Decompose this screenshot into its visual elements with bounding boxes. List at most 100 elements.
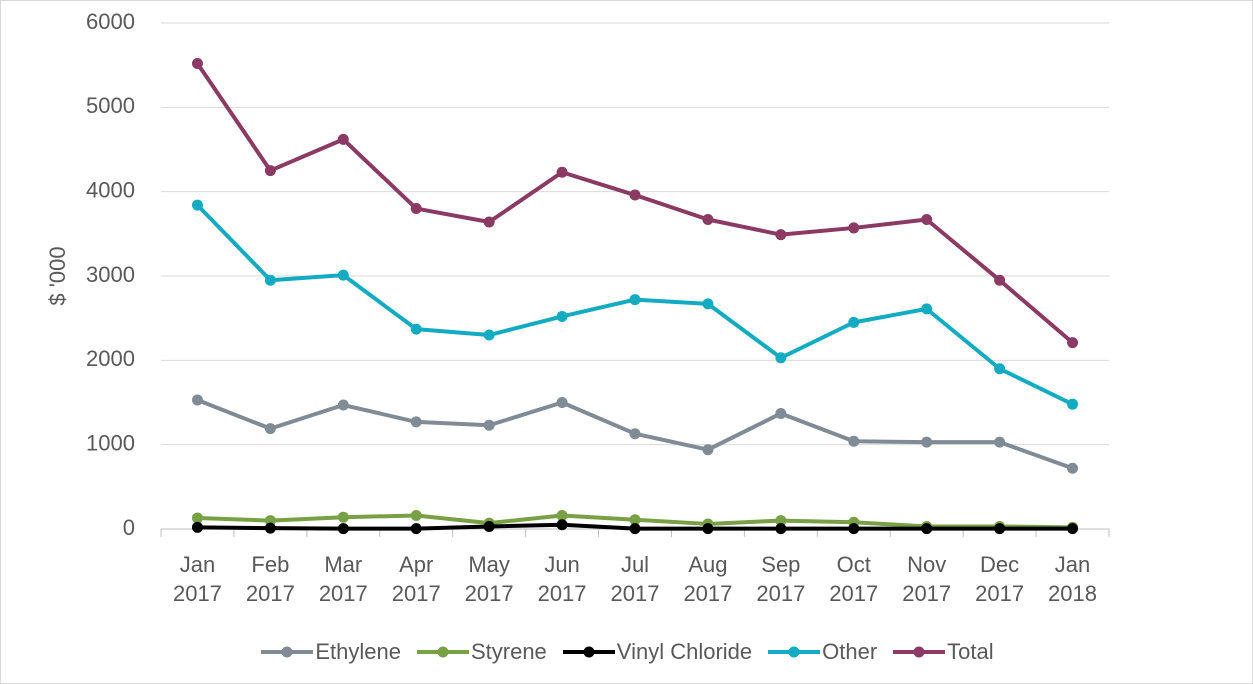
legend-marker (913, 646, 925, 658)
point (1067, 462, 1079, 474)
point (410, 510, 422, 522)
point (994, 436, 1006, 448)
x-tick-label: Jan 2018 (1048, 552, 1097, 606)
point (337, 269, 349, 281)
point (191, 521, 203, 533)
point (775, 352, 787, 364)
point (556, 510, 568, 522)
legend-swatch (893, 646, 946, 658)
legend-label: Total (947, 639, 994, 664)
point (1067, 523, 1079, 535)
point (994, 523, 1006, 535)
legend-item: Total (891, 639, 994, 665)
point (556, 397, 568, 408)
point (848, 435, 860, 447)
legend-item: Other (766, 639, 877, 665)
point (702, 213, 714, 225)
legend-label: Ethylene (315, 639, 401, 664)
point (629, 523, 641, 535)
x-tick-label: Jan 2017 (172, 552, 222, 606)
y-tick-label: 2000 (86, 346, 135, 371)
point (191, 394, 203, 406)
y-tick-label: 5000 (86, 93, 135, 118)
point (556, 166, 568, 178)
y-axis-label: $ '000 (45, 246, 70, 305)
point (629, 428, 641, 440)
point (410, 203, 422, 215)
point (191, 512, 203, 524)
legend-marker (788, 646, 800, 658)
point (264, 165, 276, 177)
point (629, 189, 641, 201)
point (1067, 398, 1079, 410)
point (848, 316, 860, 328)
legend-swatch (261, 646, 314, 658)
point (264, 515, 276, 527)
legend-label: Styrene (470, 639, 547, 664)
legend-swatch (416, 646, 469, 658)
y-tick-label: 0 (123, 515, 135, 540)
legend: Ethylene Styrene Vinyl Chloride Other Total (1, 639, 1252, 665)
point (483, 329, 495, 341)
point (702, 298, 714, 310)
legend-label: Other (822, 639, 878, 664)
x-tick-label: Aug 2017 (683, 552, 733, 606)
x-tick-label: Dec 2017 (975, 552, 1025, 606)
point (556, 519, 568, 531)
point (483, 216, 495, 228)
point (848, 222, 860, 234)
point (702, 523, 714, 535)
legend-marker (583, 646, 595, 658)
point (848, 523, 860, 535)
x-tick-label: Nov 2017 (902, 552, 952, 606)
legend-label: Vinyl Chloride (616, 639, 753, 664)
point (1067, 337, 1079, 349)
legend-swatch (562, 646, 615, 658)
point (702, 444, 714, 456)
point (264, 274, 276, 286)
point (337, 511, 349, 523)
point (775, 229, 787, 241)
point (775, 515, 787, 527)
point (775, 407, 787, 419)
legend-item: Vinyl Chloride (561, 639, 752, 665)
legend-marker (437, 646, 449, 658)
x-tick-label: Oct 2017 (829, 552, 879, 606)
point (410, 523, 422, 535)
point (410, 323, 422, 335)
point (191, 199, 203, 211)
point (629, 294, 641, 306)
legend-swatch (768, 646, 821, 658)
point (337, 523, 349, 535)
point (921, 213, 933, 225)
legend-item: Ethylene (259, 639, 401, 665)
x-tick-label: May 2017 (464, 552, 514, 606)
point (264, 423, 276, 435)
point (629, 514, 641, 526)
point (556, 310, 568, 322)
legend-marker (281, 646, 293, 658)
point (921, 303, 933, 315)
x-tick-label: Mar 2017 (318, 552, 368, 606)
x-tick-label: Jun 2017 (537, 552, 587, 606)
x-tick-label: Apr 2017 (391, 552, 441, 606)
point (337, 399, 349, 411)
point (775, 523, 787, 535)
point (483, 419, 495, 431)
y-tick-label: 1000 (86, 430, 135, 455)
point (337, 133, 349, 145)
point (410, 416, 422, 428)
point (921, 436, 933, 448)
point (994, 363, 1006, 375)
point (994, 274, 1006, 286)
y-tick-label: 6000 (86, 9, 135, 34)
point (191, 57, 203, 69)
y-tick-label: 4000 (86, 177, 135, 202)
x-tick-label: Feb 2017 (245, 552, 295, 606)
x-tick-label: Jul 2017 (610, 552, 660, 606)
x-tick-label: Sep 2017 (756, 552, 806, 606)
point (483, 520, 495, 532)
y-tick-label: 3000 (86, 262, 135, 287)
